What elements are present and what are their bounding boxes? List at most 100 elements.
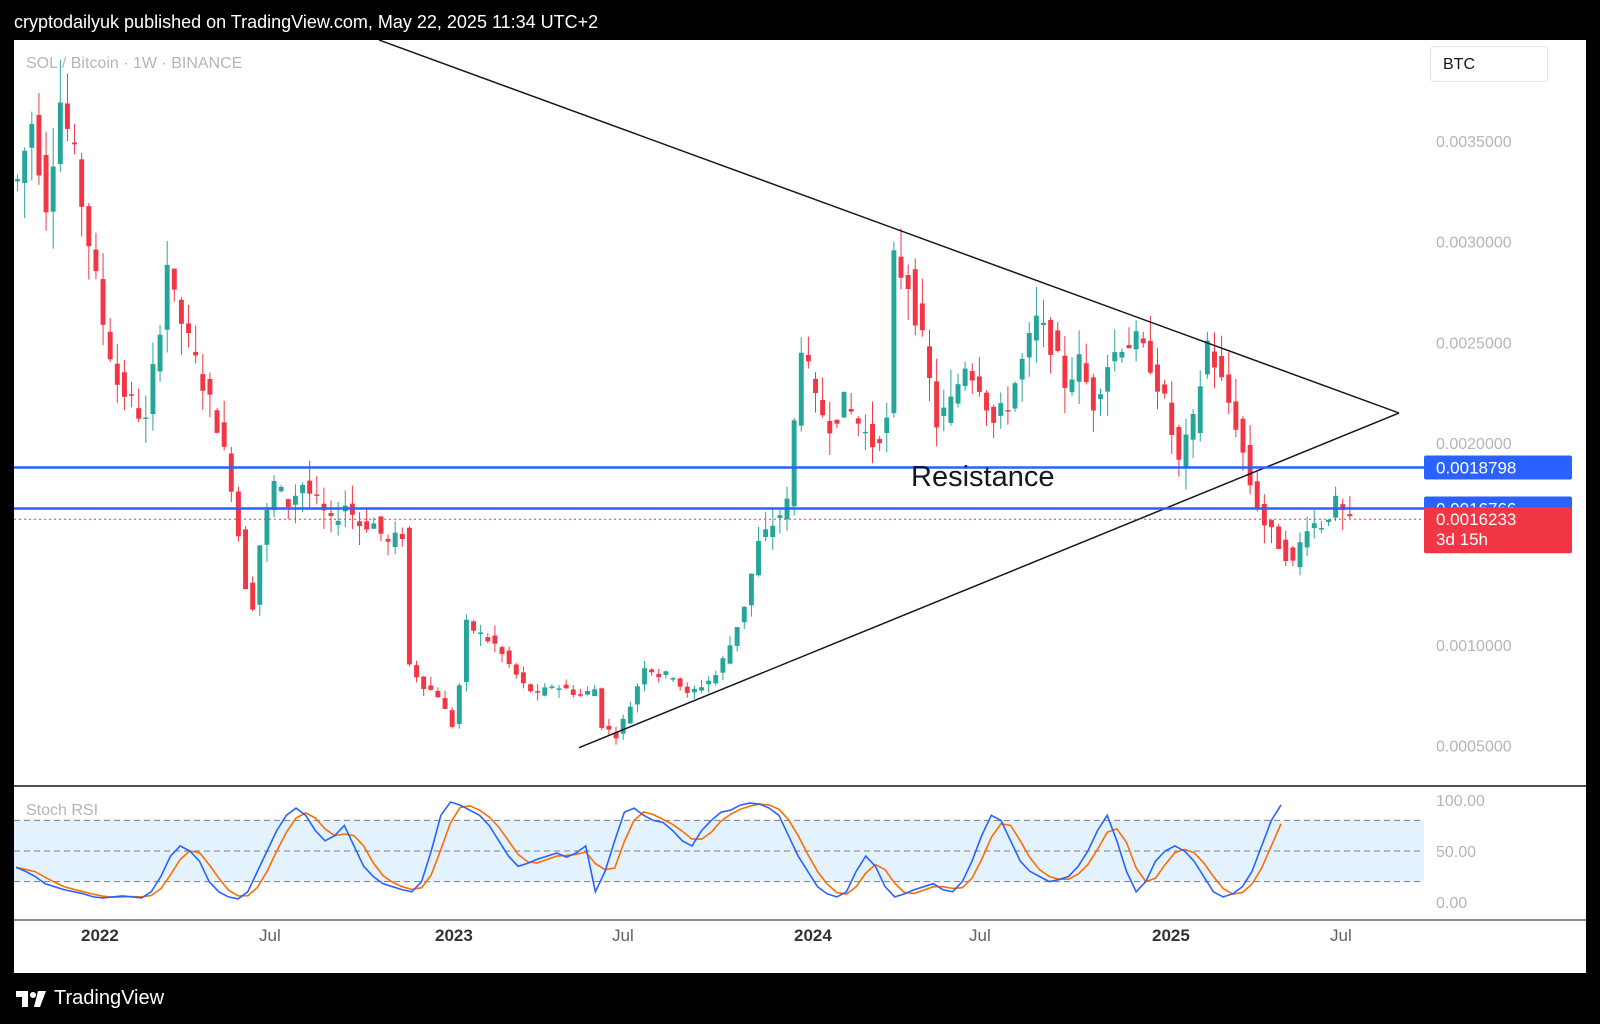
candle-body xyxy=(556,688,562,690)
candle-body xyxy=(250,582,256,610)
candle-body xyxy=(520,672,526,684)
candle-body xyxy=(428,685,434,690)
candle-body xyxy=(848,408,854,412)
candle-body xyxy=(435,690,441,698)
candle-body xyxy=(577,694,583,696)
candle-body xyxy=(414,665,420,678)
candle-body xyxy=(314,494,320,496)
candle-body xyxy=(129,394,135,396)
candle-body xyxy=(29,123,35,148)
candle-body xyxy=(292,495,298,505)
candle-body xyxy=(1155,364,1160,392)
candle-body xyxy=(1297,542,1303,568)
candle-body xyxy=(1333,495,1339,518)
candle-body xyxy=(991,406,997,423)
candle-body xyxy=(43,155,49,213)
candle-body xyxy=(335,520,341,525)
candle-body xyxy=(456,685,462,725)
currency-selector[interactable]: BTC xyxy=(1430,46,1548,82)
candle-body xyxy=(1005,410,1011,412)
time-tick-label: Jul xyxy=(612,926,634,945)
candle-body xyxy=(1140,338,1146,344)
candle-body xyxy=(627,706,633,724)
candle-body xyxy=(606,725,612,730)
candle-body xyxy=(1183,434,1189,468)
candle-body xyxy=(1311,523,1317,529)
candle-body xyxy=(371,523,377,529)
candle-body xyxy=(941,407,947,416)
candle-body xyxy=(649,669,655,673)
candle-body xyxy=(1098,394,1103,400)
candle-body xyxy=(891,250,897,414)
candle-body xyxy=(1347,514,1353,517)
candle-body xyxy=(677,678,683,687)
candle-body xyxy=(15,179,21,182)
candle-body xyxy=(357,521,363,527)
candle-body xyxy=(998,403,1004,416)
candle-body xyxy=(278,486,284,492)
candle-body xyxy=(207,379,213,395)
candle-body xyxy=(378,516,384,534)
candle-body xyxy=(1226,374,1232,403)
candle-body xyxy=(877,439,883,444)
candle-body xyxy=(1048,320,1054,355)
candle-body xyxy=(36,114,42,176)
candle-body xyxy=(1055,330,1061,351)
candle-body xyxy=(1197,386,1203,434)
currency-label: BTC xyxy=(1443,56,1475,73)
candle-body xyxy=(114,363,120,385)
candle-body xyxy=(1041,322,1046,325)
candle-body xyxy=(307,480,313,494)
price-tick-label: 0.0025000 xyxy=(1436,335,1512,352)
chart-canvas[interactable]: SOL / Bitcoin · 1W · BINANCE 0.0035000 0.0… xyxy=(14,40,1586,973)
candle-body xyxy=(1119,351,1125,358)
candle-body xyxy=(912,269,918,326)
candle-body xyxy=(898,256,904,278)
candle-body xyxy=(684,686,690,693)
candle-body xyxy=(1240,418,1246,453)
candle-body xyxy=(385,538,391,542)
candle-body xyxy=(563,684,569,689)
candle-body xyxy=(1326,519,1331,522)
candle-body xyxy=(1269,520,1274,528)
candle-body xyxy=(1169,402,1175,435)
candle-body xyxy=(1069,379,1075,393)
candle-body xyxy=(50,166,56,212)
candle-body xyxy=(100,279,106,325)
time-tick-label: Jul xyxy=(1330,926,1352,945)
candle-body xyxy=(193,351,199,356)
candle-body xyxy=(1254,481,1260,508)
candle-body xyxy=(285,499,291,508)
candle-body xyxy=(805,354,811,362)
trendline-ascending xyxy=(578,412,1400,749)
candle-body xyxy=(271,481,277,511)
candle-body xyxy=(264,509,270,545)
candle-body xyxy=(599,688,605,728)
time-tick-label: 2022 xyxy=(81,926,119,945)
candle-body xyxy=(976,376,982,392)
tradingview-logo-icon xyxy=(16,990,46,1007)
candle-body xyxy=(834,419,840,424)
candle-body xyxy=(620,718,626,734)
chart-frame[interactable]: SOL / Bitcoin · 1W · BINANCE 0.0035000 0.0… xyxy=(14,40,1586,973)
candle-body xyxy=(962,368,968,386)
candle-body xyxy=(670,678,676,680)
candle-body xyxy=(478,632,484,634)
candle-body xyxy=(1090,377,1096,411)
candle-body xyxy=(969,371,975,381)
candle-body xyxy=(321,503,327,511)
candle-body xyxy=(79,159,85,207)
candle-body xyxy=(1247,444,1253,486)
tradingview-logo[interactable]: TradingView xyxy=(16,987,164,1010)
candle-body xyxy=(506,650,512,665)
candle-body xyxy=(713,675,719,684)
price-tick-label: 0.0010000 xyxy=(1436,638,1512,655)
candle-body xyxy=(691,688,697,693)
candle-body xyxy=(406,527,412,665)
candle-body xyxy=(499,647,505,655)
stoch-d-line xyxy=(15,803,1282,899)
candle-body xyxy=(820,399,826,416)
candle-body xyxy=(827,420,833,434)
tradingview-brand: TradingView xyxy=(54,987,165,1009)
candle-body xyxy=(756,541,761,576)
